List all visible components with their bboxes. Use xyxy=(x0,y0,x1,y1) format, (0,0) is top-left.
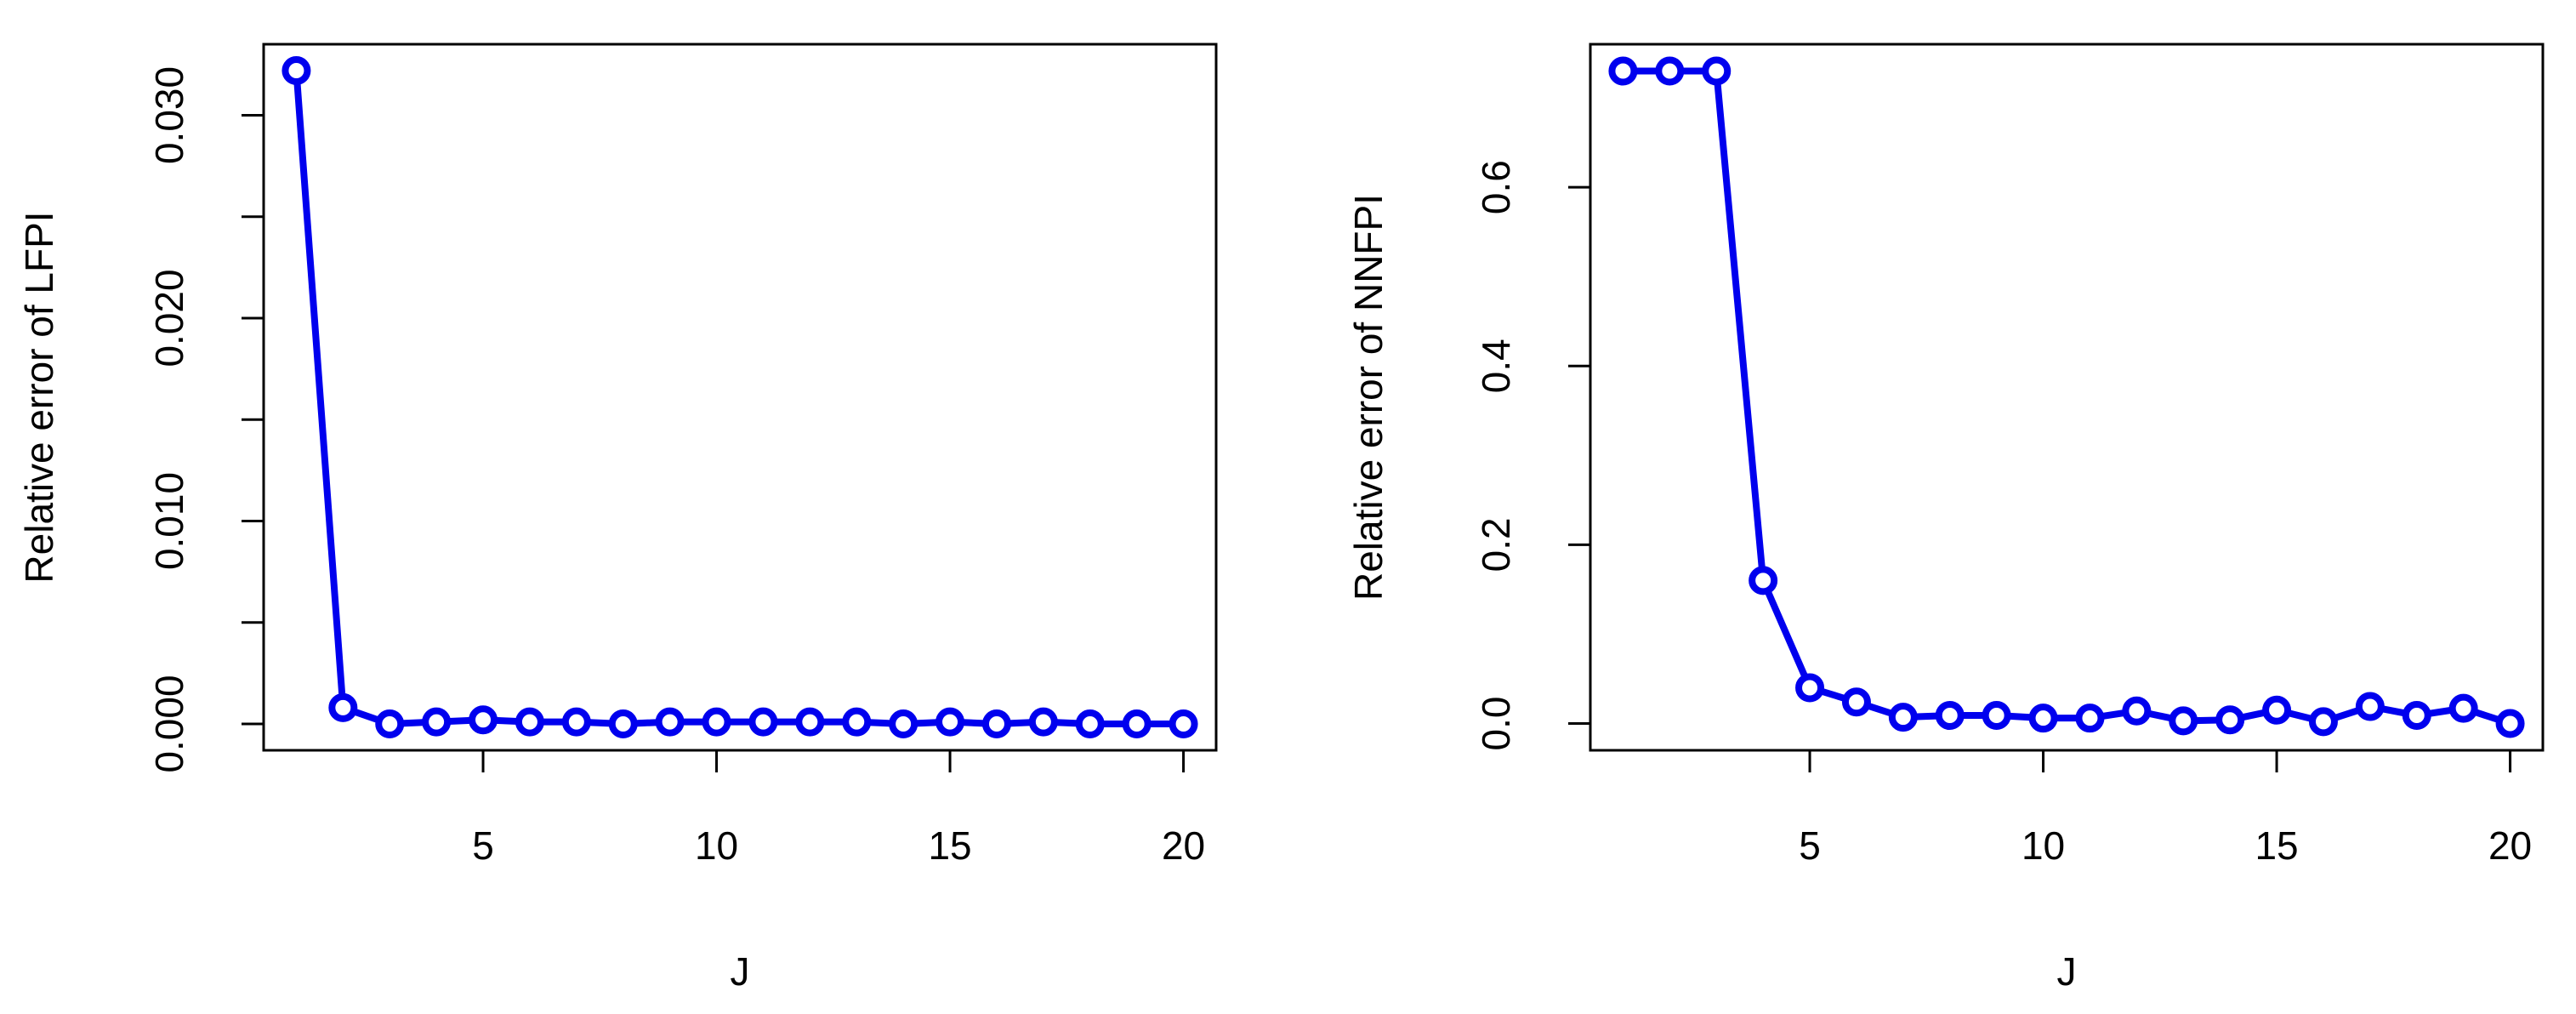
data-point xyxy=(1122,709,1152,738)
data-point xyxy=(842,707,872,737)
data-point xyxy=(515,707,544,737)
data-point xyxy=(328,692,358,722)
x-tick-label: 5 xyxy=(1799,823,1821,868)
data-point xyxy=(608,709,638,738)
y-tick-label: 0.020 xyxy=(147,269,191,367)
data-point xyxy=(1608,56,1638,86)
data-point xyxy=(2448,693,2478,723)
series-line xyxy=(1623,67,2511,727)
data-point xyxy=(748,707,778,737)
data-point xyxy=(2262,695,2292,725)
data-point xyxy=(1841,687,1871,717)
data-point xyxy=(375,709,405,738)
data-point xyxy=(2075,704,2105,733)
data-point xyxy=(2402,701,2431,731)
data-point xyxy=(1749,566,1778,595)
data-point xyxy=(702,707,731,737)
data-point xyxy=(1028,707,1058,737)
plot-frame xyxy=(1589,43,2545,752)
data-point xyxy=(2495,709,2525,738)
y-tick-label: 0.010 xyxy=(147,472,191,570)
data-point xyxy=(655,707,685,737)
x-tick-label: 10 xyxy=(695,823,738,868)
data-point xyxy=(1982,701,2011,731)
y-tick-label: 0.2 xyxy=(1474,517,1518,572)
data-point xyxy=(889,709,918,738)
x-tick-label: 5 xyxy=(472,823,494,868)
data-point xyxy=(1169,709,1198,738)
y-tick-label: 0.6 xyxy=(1474,160,1518,214)
data-point xyxy=(1935,701,1965,731)
x-tick-label: 15 xyxy=(2255,823,2298,868)
x-tick-label: 20 xyxy=(1162,823,1205,868)
x-tick-label: 10 xyxy=(2022,823,2065,868)
data-point xyxy=(281,56,311,86)
y-axis-title: Relative error of LFPI xyxy=(17,211,61,583)
plot-frame xyxy=(262,43,1218,752)
data-point xyxy=(2122,696,2152,726)
y-tick-label: 0.4 xyxy=(1474,339,1518,393)
data-point xyxy=(935,707,965,737)
x-tick-label: 15 xyxy=(928,823,971,868)
y-axis-title: Relative error of NNFPI xyxy=(1346,194,1390,601)
data-point xyxy=(561,707,591,737)
x-axis-title: J xyxy=(2057,949,2077,994)
data-point xyxy=(469,705,498,735)
data-point xyxy=(1888,703,1918,732)
right-chart-panel: 5 10 15 20 0.0 0.2 0.4 0.6 J Relative error of NN… xyxy=(1346,43,2545,994)
data-point xyxy=(1075,709,1105,738)
data-point xyxy=(795,707,825,737)
y-tick-label: 0.030 xyxy=(147,66,191,164)
data-point xyxy=(981,709,1011,738)
data-point xyxy=(2028,704,2058,733)
data-point xyxy=(1795,673,1825,703)
y-tick-label: 0.0 xyxy=(1474,697,1518,751)
x-tick-label: 20 xyxy=(2488,823,2532,868)
y-tick-label: 0.000 xyxy=(147,675,191,772)
data-point xyxy=(2169,706,2198,736)
x-axis-title: J xyxy=(731,949,750,994)
data-point xyxy=(2355,692,2385,721)
data-point xyxy=(1702,56,1732,86)
data-point xyxy=(422,707,452,737)
data-point xyxy=(1655,56,1685,86)
data-point xyxy=(2215,705,2245,735)
data-point xyxy=(2308,707,2338,737)
series-line xyxy=(293,70,1184,727)
left-chart-panel: 5 10 15 20 0.000 0.010 0.020 0.030 J Relative err… xyxy=(17,43,1218,994)
